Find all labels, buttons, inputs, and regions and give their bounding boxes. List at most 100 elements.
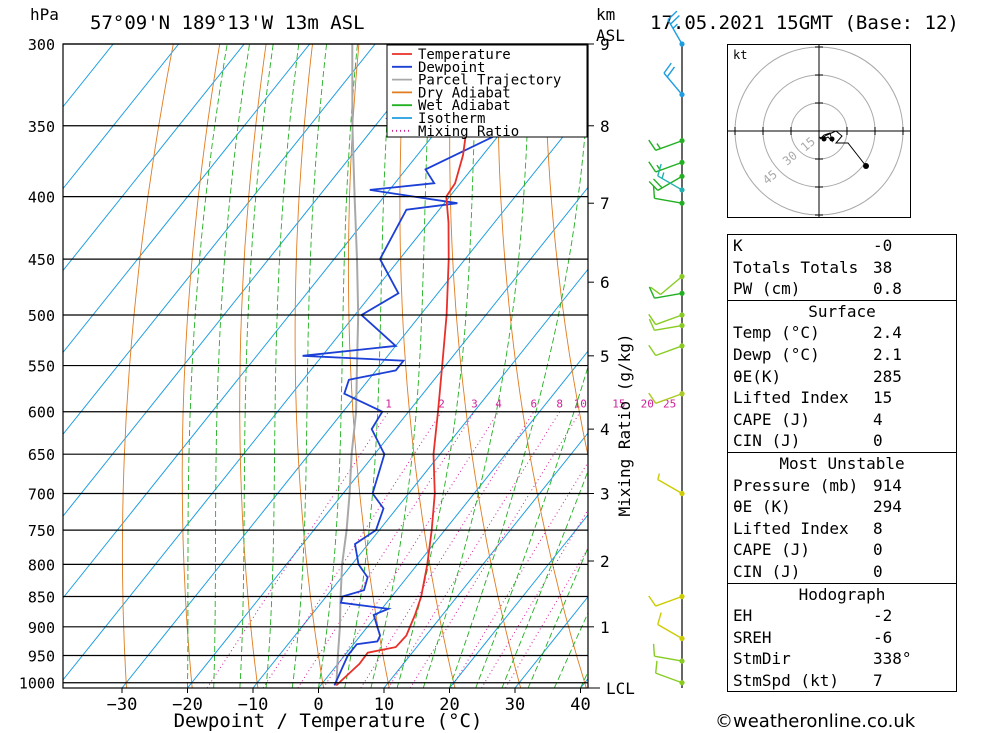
temperature-tick-label: 10 (374, 695, 394, 715)
dry-adiabat-line (591, 44, 718, 688)
wind-barb-feather (648, 139, 657, 151)
hodograph-unit-label: kt (733, 48, 747, 62)
pressure-tick-label: 350 (28, 118, 55, 136)
surface-value: 0 (873, 431, 883, 451)
surface-label: CAPE (J) (733, 409, 811, 429)
mixing-ratio-line (409, 411, 581, 688)
dry-adiabat-line (121, 44, 174, 688)
wind-barb-half-feather (672, 23, 678, 29)
wind-barb-dot (679, 312, 685, 318)
wet-adiabat-line (265, 44, 300, 688)
wind-barb-feather (663, 62, 672, 74)
mu-label: CAPE (J) (733, 540, 811, 560)
temperature-tick-label: −10 (238, 695, 269, 715)
pressure-tick-label: 300 (28, 36, 55, 54)
index-label: K (733, 236, 743, 255)
wind-barb-shaft (654, 655, 683, 662)
km-tick-label: 1 (600, 618, 610, 637)
index-label: Totals Totals (733, 257, 859, 277)
isotherm-line (449, 514, 588, 688)
mu-label: Lifted Index (733, 518, 849, 538)
surface-label: Dewp (°C) (733, 344, 820, 364)
index-value: 0.8 (873, 279, 902, 299)
wind-barb-shaft (655, 314, 683, 326)
mixing-ratio-label: 6 (530, 398, 537, 411)
wind-barb-feather (666, 66, 676, 78)
hodo-label: StmDir (733, 649, 791, 669)
dry-adiabat-line (962, 44, 1000, 688)
hodograph-section-title: Hodograph (728, 582, 956, 606)
wind-barb-feather (648, 392, 657, 404)
hodo-label: EH (733, 606, 753, 626)
mu-value: 0 (873, 540, 883, 560)
wind-barb-feather (648, 161, 657, 173)
isotherm-line (63, 44, 180, 190)
pressure-tick-label: 650 (28, 446, 55, 464)
wind-barb-dot (679, 200, 685, 206)
copyright-footer[interactable]: ©weatheronline.co.uk (715, 711, 916, 732)
surface-row: Dewp (°C) 2.1 (728, 344, 956, 366)
mu-row: Pressure (mb) 914 (728, 475, 956, 497)
index-value: 38 (873, 257, 893, 277)
wind-barb-dot (679, 138, 685, 144)
surface-row: CAPE (J) 4 (728, 409, 956, 431)
wind-barb-feather (670, 14, 680, 25)
surface-value: 2.4 (873, 323, 902, 343)
surface-value: 2.1 (873, 344, 902, 364)
wet-adiabat-line (318, 44, 358, 688)
mu-label: CIN (J) (733, 561, 801, 581)
wind-barb-dot (679, 391, 685, 397)
surface-label: CIN (J) (733, 431, 801, 451)
surface-label: Temp (°C) (733, 323, 820, 343)
wet-adiabat-line (422, 44, 532, 688)
index-label: PW (cm) (733, 279, 801, 299)
wind-barb (648, 318, 685, 332)
wind-barb (650, 273, 685, 296)
isotherm-line (383, 432, 588, 688)
hodograph-panel: kt 15 30 45 (727, 44, 911, 218)
wind-barb (652, 643, 685, 664)
legend-entry-label: Dry Adiabat (418, 85, 511, 101)
surface-row: θE(K) 285 (728, 366, 956, 388)
hodo-value: -2 (873, 606, 893, 626)
wind-barb (657, 163, 685, 193)
index-row: PW (cm) 0.8 (728, 278, 956, 300)
hodograph-ring-label: 45 (760, 167, 780, 187)
mu-value: 294 (873, 497, 902, 517)
wet-adiabat-line (553, 611, 588, 688)
wind-barb (652, 185, 685, 206)
wind-barb (648, 593, 685, 607)
wind-barb-shaft (654, 292, 683, 299)
wind-barb-feather (648, 313, 657, 325)
km-axis-title: km (596, 5, 615, 24)
isotherm-line (63, 44, 311, 354)
hodograph-ring-label: 15 (798, 134, 818, 154)
mu-label: θE (K) (733, 497, 791, 517)
wind-barb-feather (652, 185, 656, 199)
wind-barb (667, 10, 685, 47)
km-tick-label: 7 (600, 194, 610, 213)
wet-adiabat-line (187, 44, 228, 688)
pressure-tick-label: 600 (28, 404, 55, 422)
dry-adiabat-line (181, 44, 221, 688)
mixing-ratio-line (206, 411, 389, 688)
wind-barb-feather (648, 286, 656, 299)
wind-barb-dot (679, 187, 685, 193)
asl-axis-title: ASL (596, 26, 625, 45)
mu-row: θE (K) 294 (728, 496, 956, 518)
wind-barb (663, 62, 685, 98)
wet-adiabat-line (344, 44, 393, 688)
wind-barb-feather (648, 344, 657, 356)
dry-adiabat-line (544, 44, 588, 458)
wind-barb-dot (679, 41, 685, 47)
wind-barb-feather (654, 660, 658, 674)
mixing-ratio-label: 15 (612, 398, 625, 411)
hodo-row: StmSpd (kt) 7 (728, 670, 956, 692)
wind-barb-dot (679, 173, 685, 179)
hodograph-marker (829, 136, 835, 142)
legend-box (386, 44, 588, 138)
wind-barb-feather (652, 643, 656, 657)
mu-row: CAPE (J) 0 (728, 539, 956, 561)
wet-adiabat-line (396, 44, 479, 688)
